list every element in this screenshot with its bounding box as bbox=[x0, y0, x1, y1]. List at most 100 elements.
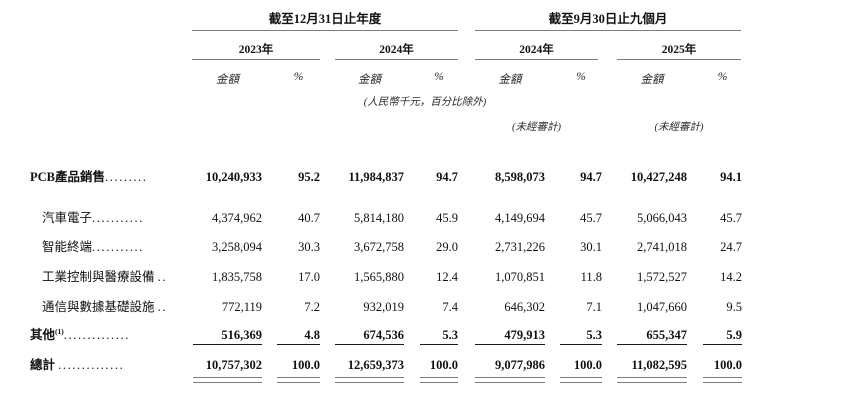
cell-pcb-c2: 95.2 bbox=[298, 170, 320, 184]
year-header-2024-fy: 2024年 bbox=[379, 44, 414, 56]
cell-comms-data-infra-c6: 7.1 bbox=[586, 300, 602, 314]
measure-header-amount-2: 金額 bbox=[358, 74, 381, 86]
grandtotal-double-rule-c5 bbox=[475, 377, 545, 383]
cell-smart-terminal-c8: 24.7 bbox=[720, 240, 742, 254]
currency-unit-note: (人民幣千元，百分比除外) bbox=[363, 97, 487, 108]
subtotal-rule-c6 bbox=[560, 344, 602, 346]
subtotal-rule-c1 bbox=[193, 344, 262, 346]
row-label-text: PCB產品銷售 bbox=[30, 170, 106, 184]
grandtotal-double-rule-c2 bbox=[277, 377, 320, 383]
footnote-marker: (1) bbox=[55, 326, 64, 336]
grandtotal-double-rule-c1 bbox=[193, 377, 262, 383]
cell-others-c4: 5.3 bbox=[442, 328, 458, 342]
cell-automotive-c5: 4,149,694 bbox=[495, 211, 545, 225]
row-label-text: 汽車電子 bbox=[42, 211, 93, 225]
subtotal-rule-c8 bbox=[703, 344, 742, 346]
row-label-text: 總計 bbox=[30, 358, 56, 372]
cell-others-c8: 5.9 bbox=[726, 328, 742, 342]
cell-smart-terminal-c7: 2,741,018 bbox=[637, 240, 687, 254]
cell-total-c5: 9,077,986 bbox=[495, 358, 545, 372]
cell-pcb-c7: 10,427,248 bbox=[630, 170, 687, 184]
leader-dots: ........... bbox=[92, 240, 144, 254]
column-group-title-annual: 截至12月31日止年度 bbox=[268, 12, 382, 26]
row-label-text: 其他 bbox=[30, 328, 56, 342]
cell-industrial-medical-c4: 12.4 bbox=[436, 270, 458, 284]
year-header-2023: 2023年 bbox=[238, 44, 274, 56]
cell-total-c2: 100.0 bbox=[291, 358, 320, 372]
cell-industrial-medical-c6: 11.8 bbox=[580, 270, 602, 284]
cell-comms-data-infra-c5: 646,302 bbox=[504, 300, 545, 314]
group-rule-annual bbox=[192, 30, 458, 31]
subtotal-rule-c7 bbox=[617, 344, 687, 346]
subtotal-rule-c3 bbox=[335, 344, 404, 346]
cell-automotive-c8: 45.7 bbox=[720, 211, 742, 225]
year-rule-2023 bbox=[192, 59, 320, 60]
column-group-title-interim: 截至9月30日止九個月 bbox=[548, 12, 668, 26]
cell-others-c2: 4.8 bbox=[304, 328, 320, 342]
cell-automotive-c4: 45.9 bbox=[436, 211, 458, 225]
measure-header-percent-1: % bbox=[293, 71, 304, 83]
cell-automotive-c7: 5,066,043 bbox=[637, 211, 687, 225]
table-row-label-automotive: 汽車電子........... bbox=[42, 212, 144, 225]
cell-industrial-medical-c5: 1,070,851 bbox=[495, 270, 545, 284]
cell-smart-terminal-c3: 3,672,758 bbox=[354, 240, 404, 254]
cell-others-c1: 516,369 bbox=[221, 328, 262, 342]
leader-dots: .. bbox=[157, 300, 168, 314]
cell-smart-terminal-c1: 3,258,094 bbox=[212, 240, 262, 254]
leader-dots: ........... bbox=[92, 211, 144, 225]
cell-smart-terminal-c5: 2,731,226 bbox=[495, 240, 545, 254]
cell-total-c4: 100.0 bbox=[429, 358, 458, 372]
cell-smart-terminal-c6: 30.1 bbox=[580, 240, 602, 254]
table-row-label-industrial-medical: 工業控制與醫療設備 .. bbox=[42, 271, 167, 284]
table-row-label-total: 總計 .............. bbox=[30, 359, 124, 372]
table-row-label-smart-terminal: 智能終端........... bbox=[42, 241, 144, 254]
cell-industrial-medical-c2: 17.0 bbox=[298, 270, 320, 284]
unaudited-note-2025-9m: (未經審計) bbox=[654, 122, 704, 133]
cell-automotive-c1: 4,374,962 bbox=[212, 211, 262, 225]
cell-pcb-c8: 94.1 bbox=[720, 170, 742, 184]
cell-total-c1: 10,757,302 bbox=[205, 358, 262, 372]
leader-dots: ......... bbox=[105, 170, 148, 184]
subtotal-rule-c5 bbox=[475, 344, 545, 346]
cell-industrial-medical-c8: 14.2 bbox=[720, 270, 742, 284]
grandtotal-double-rule-c7 bbox=[617, 377, 687, 383]
table-row-label-comms-data-infra: 通信與數據基礎設施 .. bbox=[42, 301, 167, 314]
cell-comms-data-infra-c3: 932,019 bbox=[363, 300, 404, 314]
subtotal-rule-c4 bbox=[420, 344, 458, 346]
row-label-text: 工業控制與醫療設備 bbox=[42, 270, 155, 284]
cell-comms-data-infra-c1: 772,119 bbox=[221, 300, 262, 314]
leader-dots: .. bbox=[157, 270, 168, 284]
group-rule-interim bbox=[475, 30, 741, 31]
cell-industrial-medical-c3: 1,565,880 bbox=[354, 270, 404, 284]
year-header-2025-9m: 2025年 bbox=[661, 44, 697, 56]
cell-industrial-medical-c7: 1,572,527 bbox=[637, 270, 687, 284]
leader-dots: .............. bbox=[58, 358, 125, 372]
cell-total-c6: 100.0 bbox=[573, 358, 602, 372]
cell-others-c7: 655,347 bbox=[646, 328, 687, 342]
grandtotal-double-rule-c8 bbox=[703, 377, 742, 383]
cell-others-c5: 479,913 bbox=[504, 328, 545, 342]
measure-header-percent-3: % bbox=[576, 71, 586, 83]
cell-comms-data-infra-c8: 9.5 bbox=[726, 300, 742, 314]
table-row-label-pcb: PCB產品銷售......... bbox=[30, 171, 148, 184]
cell-pcb-c4: 94.7 bbox=[436, 170, 458, 184]
cell-total-c3: 12,659,373 bbox=[347, 358, 404, 372]
cell-industrial-medical-c1: 1,835,758 bbox=[212, 270, 262, 284]
cell-smart-terminal-c2: 30.3 bbox=[298, 240, 320, 254]
cell-total-c8: 100.0 bbox=[713, 358, 742, 372]
year-rule-2025-9m bbox=[617, 59, 741, 60]
grandtotal-double-rule-c4 bbox=[420, 377, 458, 383]
cell-pcb-c6: 94.7 bbox=[580, 170, 602, 184]
cell-pcb-c1: 10,240,933 bbox=[205, 170, 262, 184]
cell-pcb-c5: 8,598,073 bbox=[495, 170, 545, 184]
cell-total-c7: 11,082,595 bbox=[631, 358, 687, 372]
measure-header-amount-3: 金額 bbox=[498, 74, 522, 86]
cell-others-c6: 5.3 bbox=[586, 328, 602, 342]
cell-automotive-c6: 45.7 bbox=[580, 211, 602, 225]
cell-automotive-c2: 40.7 bbox=[298, 211, 320, 225]
cell-others-c3: 674,536 bbox=[363, 328, 404, 342]
cell-comms-data-infra-c7: 1,047,660 bbox=[637, 300, 687, 314]
subtotal-rule-c2 bbox=[277, 344, 320, 346]
unaudited-note-2024-9m: (未經審計) bbox=[512, 122, 561, 133]
